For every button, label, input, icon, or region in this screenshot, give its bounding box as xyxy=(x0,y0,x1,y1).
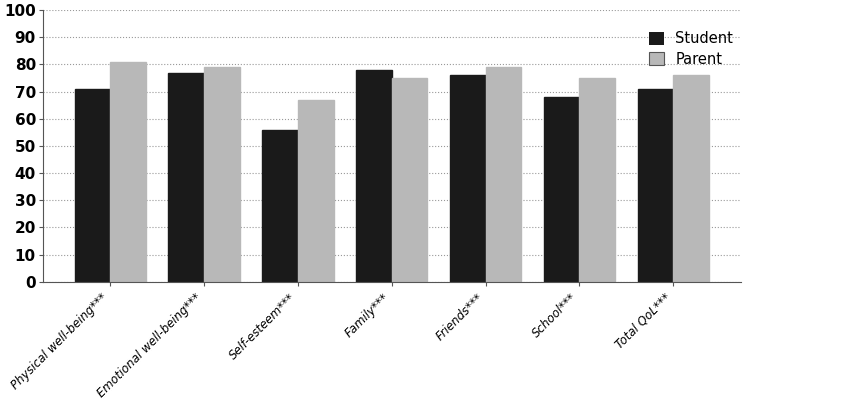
Bar xyxy=(450,75,486,282)
Bar xyxy=(110,62,146,282)
Bar xyxy=(75,89,110,282)
Bar xyxy=(169,73,204,282)
Bar xyxy=(392,78,427,282)
Bar xyxy=(356,70,392,282)
Bar xyxy=(673,75,709,282)
Bar xyxy=(486,67,521,282)
Bar xyxy=(579,78,615,282)
Bar xyxy=(544,97,579,282)
Legend: Student, Parent: Student, Parent xyxy=(649,31,734,67)
Bar xyxy=(263,130,298,282)
Bar xyxy=(637,89,673,282)
Bar xyxy=(204,67,239,282)
Bar xyxy=(298,100,333,282)
